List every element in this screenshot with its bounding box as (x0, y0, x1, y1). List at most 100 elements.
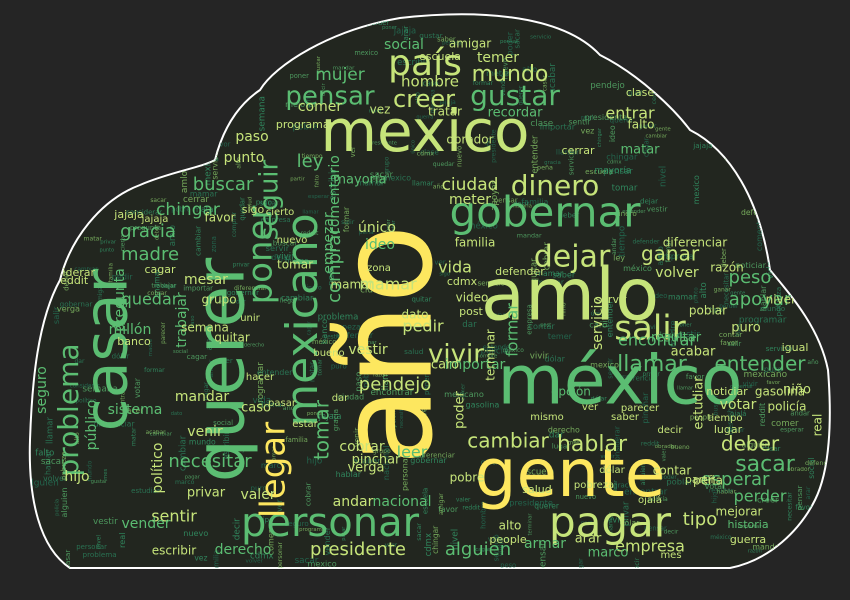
cloud-word-filler: tiempo (302, 153, 323, 160)
cloud-word-filler: pagar (185, 474, 201, 480)
cloud-word-filler: gasolina (431, 89, 437, 113)
cloud-word: defender (495, 265, 545, 278)
cloud-word-filler: pobreza (59, 452, 68, 481)
cloud-word-filler: año (807, 359, 818, 366)
cloud-word-filler: amigar (98, 283, 104, 304)
cloud-word: gente (475, 435, 666, 512)
cloud-word-filler: seguir (163, 99, 181, 105)
cloud-word: unir (240, 313, 260, 324)
cloud-word: público (84, 400, 100, 451)
cloud-word-filler: programar (299, 527, 328, 533)
cloud-word-filler: vivir (743, 380, 758, 388)
cloud-word-filler: llamar (556, 148, 580, 157)
cloud-word-filler: quitar (412, 296, 432, 304)
cloud-word-filler: pendejo (590, 81, 625, 91)
cloud-word-filler: empresa (658, 251, 694, 261)
cloud-word: millón (109, 322, 152, 338)
cloud-word: mexicano (277, 213, 328, 426)
cloud-word: pasar (268, 398, 297, 409)
cloud-word-filler: mismo (285, 257, 309, 265)
cloud-word-filler: importar (738, 524, 763, 530)
cloud-word-filler: jajaja (393, 25, 416, 35)
cloud-word-filler: favor (438, 505, 459, 514)
cloud-word-filler: presidente (369, 140, 397, 146)
cloud-word: verga (347, 461, 384, 476)
cloud-word-filler: escribir (328, 168, 338, 201)
cloud-word-filler: dólar (620, 518, 641, 527)
cloud-word-filler: gobernar (227, 288, 259, 297)
cloud-word: apoyar (729, 289, 792, 310)
cloud-word-filler: contar (528, 321, 555, 331)
cloud-word-filler: reddit (301, 230, 319, 237)
cloud-word-filler: amlo (93, 61, 103, 83)
cloud-word-filler: hablar (613, 479, 619, 496)
cloud-word: jajaja (141, 214, 169, 225)
cloud-word-filler: entender (483, 344, 513, 352)
cloud-word-filler: grupo (385, 156, 391, 174)
cloud-word-filler: perder (367, 19, 389, 27)
cloud-word: dato (401, 308, 428, 322)
cloud-word-filler: dejar (196, 89, 217, 98)
cloud-word-filler: mandar (752, 542, 783, 551)
cloud-word-filler: favor (213, 140, 231, 148)
cloud-word-filler: opción (390, 411, 398, 432)
cloud-word-filler: deber (154, 224, 160, 240)
cloud-word-filler: zona (210, 236, 218, 252)
cloud-word-filler: gracia (481, 459, 502, 467)
cloud-word-filler: poder (660, 475, 678, 481)
cloud-word: guerra (730, 533, 766, 546)
cloud-word-filler: pensar (644, 525, 667, 533)
cloud-word-filler: sentir (569, 118, 592, 127)
cloud-word-filler: entender (257, 368, 293, 377)
cloud-word-filler: mundo (87, 460, 94, 481)
cloud-word: servir (595, 293, 627, 306)
cloud-word-filler: policía (648, 495, 668, 503)
cloud-word-filler: valer (662, 448, 668, 462)
cloud-word: comentario (327, 155, 343, 235)
cloud-word-filler: dato (171, 411, 182, 417)
cloud-word-filler: caro (116, 87, 133, 96)
cloud-word-filler: marco (175, 479, 195, 486)
cloud-word-filler: nivel (419, 405, 428, 423)
cloud-word: resultar (651, 331, 702, 346)
cloud-word-filler: comer (266, 529, 275, 555)
cloud-word-filler: arar (759, 24, 766, 37)
cloud-word-filler: hablar (44, 449, 53, 475)
cloud-word-filler: jajaja (438, 99, 456, 106)
cloud-word-filler: dar (74, 358, 85, 365)
cloud-word-filler: pensar (603, 167, 633, 177)
cloud-word-filler: meter (809, 541, 815, 557)
cloud-word-filler: formar (665, 239, 673, 262)
cloud-word-filler: acabar (353, 455, 381, 465)
cloud-word-filler: terminar (78, 172, 84, 196)
cloud-word-filler: estudiar (131, 487, 160, 495)
cloud-word-filler: formar (69, 170, 93, 178)
cloud-word-filler: temer (726, 427, 745, 434)
cloud-word: saber (611, 412, 640, 423)
cloud-word-filler: cambiar (150, 431, 173, 437)
cloud-word-filler: dejar (162, 122, 184, 132)
cloud-word: servicio (590, 296, 606, 350)
cloud-word-filler: méxico (312, 338, 337, 346)
cloud-word-filler: pobre (362, 365, 371, 387)
cloud-word-filler: deber (558, 210, 579, 219)
cloud-word: votar (720, 397, 757, 413)
cloud-word-filler: ojalá (125, 26, 144, 35)
cloud-word-filler: problema (318, 313, 359, 323)
cloud-word-filler: méxico (503, 347, 525, 354)
cloud-word: amlo (481, 253, 659, 337)
cloud-word: dar (332, 393, 349, 404)
cloud-word-filler: ganar (489, 311, 510, 320)
cloud-word-filler: año (283, 404, 295, 412)
cloud-word-filler: pagar (52, 53, 60, 73)
cloud-word-filler: gobernar (730, 384, 754, 390)
cloud-word-filler: razón (373, 372, 387, 379)
cloud-word-filler: poner (676, 323, 692, 329)
cloud-word-filler: familia (285, 436, 307, 444)
cloud-word-filler: entrar (120, 389, 126, 407)
cloud-word: paso (235, 129, 268, 145)
cloud-word-filler: banco (319, 319, 329, 344)
cloud-word: dejar (534, 240, 611, 275)
cloud-word-filler: escribir (222, 430, 231, 459)
cloud-word-filler: hacer (122, 406, 145, 415)
